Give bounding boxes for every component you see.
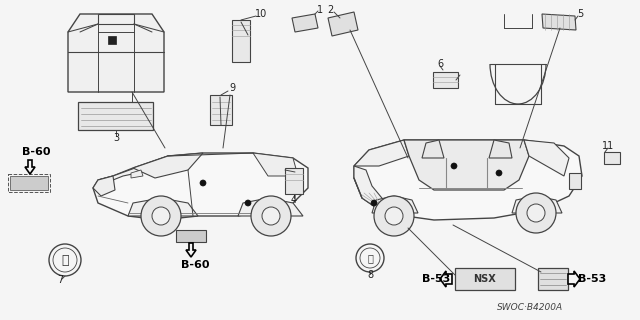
Polygon shape [422, 140, 444, 158]
Polygon shape [372, 196, 418, 213]
Polygon shape [98, 14, 134, 24]
Circle shape [152, 207, 170, 225]
Text: 10: 10 [255, 9, 267, 19]
Polygon shape [524, 140, 569, 176]
Circle shape [251, 196, 291, 236]
Circle shape [356, 244, 384, 272]
Circle shape [516, 193, 556, 233]
Circle shape [371, 200, 377, 206]
Bar [10, 176, 48, 190]
Bar [455, 268, 515, 290]
Text: B-53: B-53 [578, 274, 606, 284]
Bar [210, 95, 232, 125]
Text: 4: 4 [291, 195, 297, 205]
Text: 2: 2 [327, 5, 333, 15]
Bar [433, 72, 458, 88]
Text: B-60: B-60 [180, 260, 209, 270]
Polygon shape [68, 14, 164, 92]
Polygon shape [568, 271, 580, 287]
Polygon shape [292, 14, 318, 32]
Polygon shape [131, 170, 143, 178]
Text: 7: 7 [57, 275, 63, 285]
Polygon shape [328, 12, 358, 36]
Bar [538, 268, 568, 290]
Polygon shape [542, 14, 576, 30]
Circle shape [53, 248, 77, 272]
Circle shape [49, 244, 81, 276]
Circle shape [360, 248, 380, 268]
Bar [8, 174, 50, 192]
Text: 6: 6 [437, 59, 443, 69]
Bar [569, 173, 581, 189]
Circle shape [385, 207, 403, 225]
Text: 1: 1 [317, 5, 323, 15]
Bar [604, 152, 620, 164]
Circle shape [451, 163, 457, 169]
Circle shape [245, 200, 251, 206]
Polygon shape [253, 153, 298, 176]
Circle shape [374, 196, 414, 236]
Polygon shape [93, 153, 308, 220]
Polygon shape [93, 176, 115, 196]
Text: NSX: NSX [474, 274, 497, 284]
Polygon shape [489, 140, 512, 158]
Polygon shape [128, 198, 198, 216]
Polygon shape [440, 271, 452, 287]
Text: 11: 11 [602, 141, 614, 151]
Text: 8: 8 [367, 270, 373, 280]
Bar [176, 230, 206, 242]
Bar [78, 102, 153, 130]
Polygon shape [25, 160, 35, 174]
Polygon shape [404, 140, 529, 190]
Polygon shape [512, 196, 562, 213]
Polygon shape [133, 153, 203, 178]
Polygon shape [98, 156, 168, 184]
Text: B-60: B-60 [22, 147, 51, 157]
Bar [108, 36, 116, 44]
Bar [285, 168, 303, 194]
Text: 5: 5 [577, 9, 583, 19]
Circle shape [200, 180, 206, 186]
Polygon shape [354, 140, 582, 220]
Text: SWOC·B4200A: SWOC·B4200A [497, 303, 563, 313]
Text: B-53: B-53 [422, 274, 450, 284]
Text: 9: 9 [229, 83, 235, 93]
Circle shape [141, 196, 181, 236]
Polygon shape [354, 140, 409, 166]
Text: 𝐀: 𝐀 [61, 253, 68, 267]
Bar [232, 20, 250, 62]
Text: 𝐀: 𝐀 [367, 253, 373, 263]
Polygon shape [238, 198, 303, 216]
Polygon shape [186, 243, 196, 257]
Circle shape [262, 207, 280, 225]
Circle shape [527, 204, 545, 222]
Text: 3: 3 [113, 133, 119, 143]
Circle shape [496, 170, 502, 176]
Polygon shape [354, 166, 386, 213]
